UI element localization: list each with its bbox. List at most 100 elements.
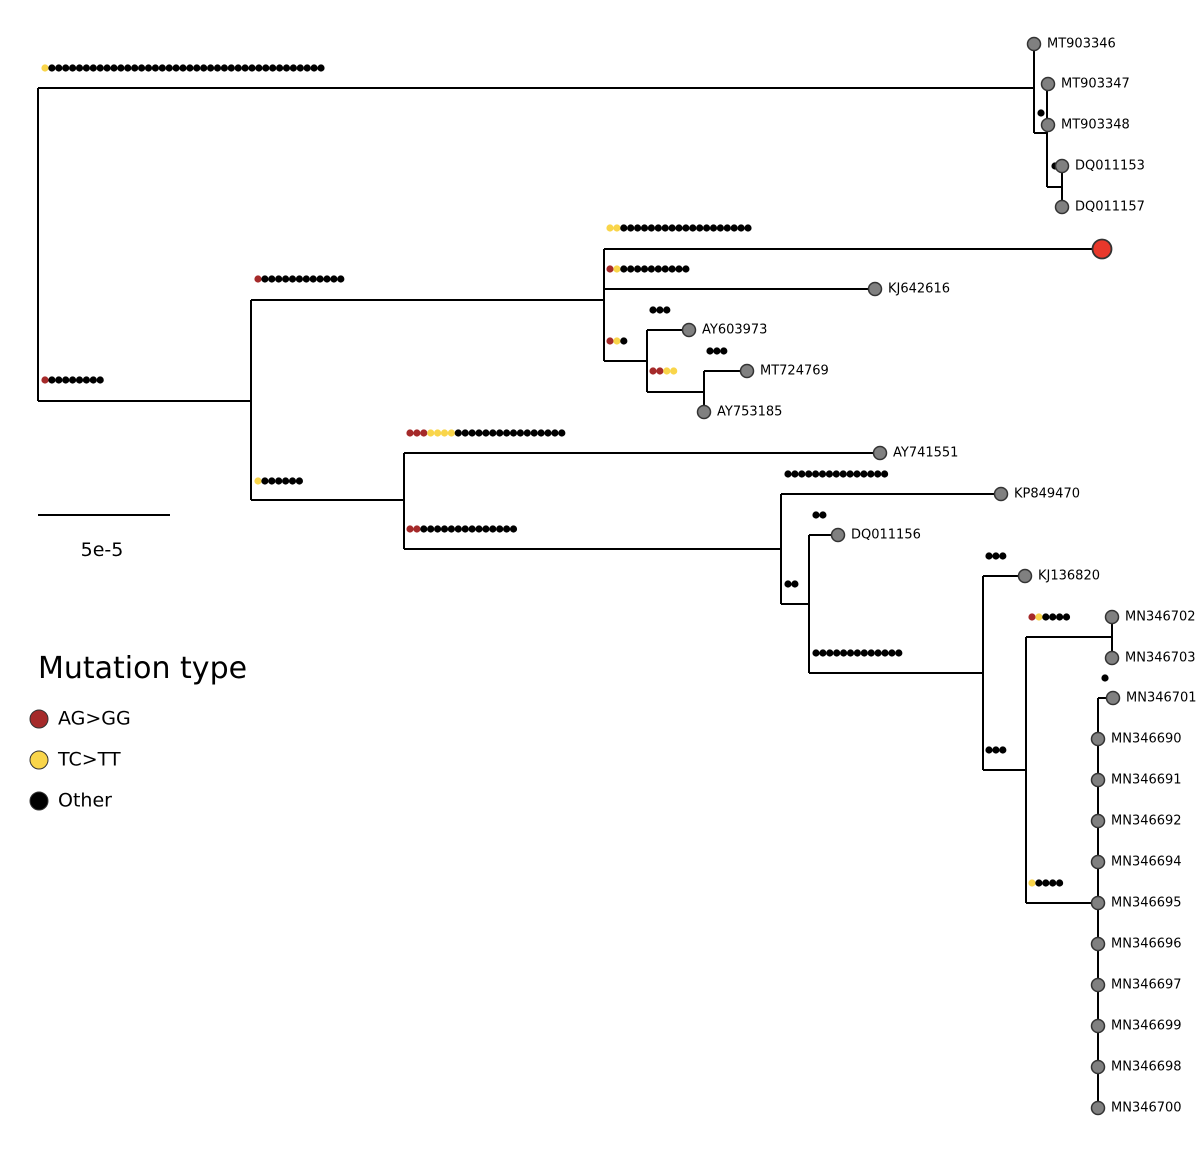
mutation-dot <box>406 525 414 533</box>
mutation-dot <box>1037 109 1045 117</box>
mutation-dot <box>663 306 671 314</box>
leaf-node-KJ642616[interactable] <box>867 281 883 297</box>
mutation-dot <box>468 429 476 437</box>
mutation-dot <box>516 429 525 437</box>
mutation-dot <box>833 649 841 657</box>
mutation-dot <box>69 376 77 384</box>
mutation-dot <box>310 64 318 72</box>
mutation-dot <box>825 470 834 478</box>
mutation-dot <box>1028 879 1036 887</box>
mutation-dot <box>275 477 283 485</box>
leaf-label: DQ011157 <box>1075 200 1145 215</box>
mutation-dot <box>96 64 104 72</box>
leaf-node-MN346690[interactable] <box>1090 731 1106 747</box>
mutation-dot <box>839 470 847 478</box>
mutation-dot <box>269 64 277 72</box>
leaf-node-AY741551[interactable] <box>872 445 888 461</box>
mutation-dot <box>737 224 745 232</box>
leaf-node-MT724769[interactable] <box>739 363 755 379</box>
mutation-dot <box>606 265 614 273</box>
leaf-node-MN346692[interactable] <box>1090 813 1106 829</box>
mutation-dot <box>179 64 187 72</box>
mutation-dot <box>144 64 153 72</box>
mutation-dot <box>48 64 56 72</box>
mutation-dot <box>207 64 215 72</box>
mutation-dot <box>853 470 861 478</box>
leaf-node-MN346697[interactable] <box>1090 977 1106 993</box>
mutation-dot <box>509 525 518 533</box>
mutation-dot <box>89 376 97 384</box>
mutation-dot <box>406 429 414 437</box>
leaf-node-MN346700[interactable] <box>1090 1100 1106 1116</box>
mutation-dot <box>440 525 449 533</box>
mutation-dot <box>427 525 435 533</box>
leaf-node-MN346695[interactable] <box>1090 895 1106 911</box>
leaf-node-MN346702[interactable] <box>1104 609 1120 625</box>
mutation-dot <box>853 649 862 657</box>
mutation-dot <box>41 64 49 72</box>
leaf-node-AY753185[interactable] <box>696 404 712 420</box>
mutation-dot <box>723 224 731 232</box>
mutation-dot <box>124 64 132 72</box>
mutation-dot <box>447 525 455 533</box>
mutation-dot <box>620 224 628 232</box>
mutation-dot <box>447 429 455 437</box>
mutation-dot <box>489 525 497 533</box>
mutation-dot <box>551 429 559 437</box>
mutation-dot <box>874 649 882 657</box>
leaf-label: DQ011156 <box>851 528 921 543</box>
mutation-dot <box>454 429 462 437</box>
mutation-dot <box>1042 613 1050 621</box>
mutation-dot <box>316 275 324 283</box>
mutation-dot <box>1049 613 1057 621</box>
leaf-node-highlighted[interactable] <box>1091 238 1113 260</box>
mutation-dot <box>620 337 628 345</box>
mutation-dot <box>819 649 827 657</box>
mutation-dot <box>41 376 49 384</box>
leaf-node-AY603973[interactable] <box>681 322 697 338</box>
mutation-dot <box>110 64 118 72</box>
mutation-dot <box>720 347 728 355</box>
scale-bar: 5e-5 <box>38 514 170 561</box>
mutation-dot <box>262 64 270 72</box>
mutation-dot <box>295 275 303 283</box>
leaf-label: MN346703 <box>1125 651 1196 666</box>
leaf-node-MN346698[interactable] <box>1090 1059 1106 1075</box>
mutation-dot <box>1042 879 1050 887</box>
leaf-node-DQ011153[interactable] <box>1054 158 1070 174</box>
leaf-node-MT903347[interactable] <box>1040 76 1056 92</box>
mutation-dot <box>282 64 291 72</box>
leaf-node-MT903346[interactable] <box>1026 36 1042 52</box>
mutation-dot <box>798 470 806 478</box>
mutation-dot <box>254 477 262 485</box>
mutation-dot <box>1028 613 1036 621</box>
mutation-dot <box>434 525 442 533</box>
mutation-dot <box>819 511 827 519</box>
mutation-dot <box>309 275 317 283</box>
mutation-dot <box>475 525 483 533</box>
mutation-dot <box>227 64 235 72</box>
leaf-node-KP849470[interactable] <box>993 486 1009 502</box>
mutation-dot <box>709 224 718 232</box>
mutation-dot <box>634 265 642 273</box>
leaf-node-MN346701[interactable] <box>1105 690 1121 706</box>
leaf-node-DQ011157[interactable] <box>1054 199 1070 215</box>
mutation-dot <box>874 470 882 478</box>
leaf-node-MT903348[interactable] <box>1040 117 1056 133</box>
mutation-dot <box>703 224 711 232</box>
leaf-node-MN346703[interactable] <box>1104 650 1120 666</box>
legend-swatch-tc-tt <box>29 750 49 770</box>
leaf-node-KJ136820[interactable] <box>1017 568 1033 584</box>
scale-bar-label: 5e-5 <box>81 539 124 561</box>
legend-label-tc-tt: TC>TT <box>57 749 121 771</box>
branch-clade-MT903346 <box>1033 44 1047 134</box>
leaf-node-MN346691[interactable] <box>1090 772 1106 788</box>
leaf-node-MN346699[interactable] <box>1090 1018 1106 1034</box>
mutation-dot <box>261 477 269 485</box>
leaf-node-DQ011156[interactable] <box>830 527 846 543</box>
mutation-dot <box>640 224 649 232</box>
leaf-node-MN346694[interactable] <box>1090 854 1106 870</box>
mutation-dot <box>675 224 683 232</box>
leaf-node-MN346696[interactable] <box>1090 936 1106 952</box>
branch-MT903347-node <box>1046 84 1062 188</box>
